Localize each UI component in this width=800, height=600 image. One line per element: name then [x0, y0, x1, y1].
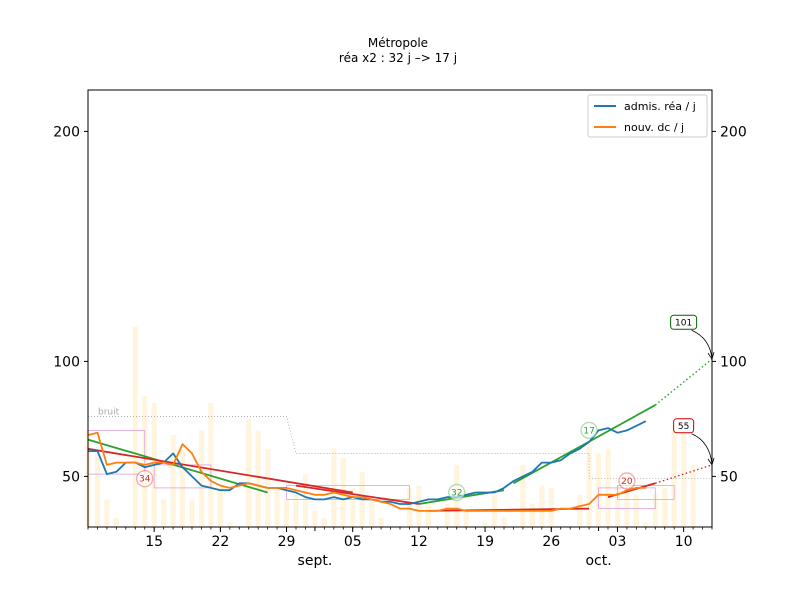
daily-bar	[227, 522, 233, 527]
daily-bar	[586, 444, 592, 527]
month-label: oct.	[585, 553, 611, 569]
annotation-label: 20	[621, 477, 633, 487]
annotation-label: 55	[678, 422, 689, 432]
daily-bar	[132, 326, 138, 527]
daily-bar	[217, 487, 223, 527]
legend-label: nouv. dc / j	[624, 121, 684, 134]
daily-bar	[652, 494, 658, 527]
x-tick-label: 15	[145, 534, 163, 550]
noise-threshold: bruit	[88, 408, 712, 480]
y-tick-label: 50	[62, 469, 80, 485]
x-tick-label: 10	[675, 534, 693, 550]
x-tick-label: 26	[542, 534, 560, 550]
daily-bar	[198, 430, 205, 527]
annotation-circle	[580, 421, 598, 440]
x-tick-label: 22	[211, 534, 229, 550]
daily-bar	[624, 476, 630, 527]
y-tick-label: 50	[720, 469, 738, 485]
daily-bar	[614, 487, 621, 527]
daily-bar	[501, 517, 507, 527]
chart-subtitle: réa x2 : 32 j –> 17 j	[339, 51, 457, 65]
daily-bar	[283, 499, 290, 527]
daily-bar	[406, 487, 413, 527]
x-tick-label: 03	[609, 534, 627, 550]
daily-bar	[633, 494, 639, 527]
daily-bar	[246, 418, 252, 527]
annotation-arrow	[691, 329, 713, 360]
daily-bar	[548, 487, 554, 527]
daily-bar	[312, 510, 318, 527]
y-tick-label: 200	[53, 124, 80, 140]
legend-label: admis. réa / j	[624, 100, 696, 113]
annotations: 34 32 17 20 101 55	[136, 314, 715, 502]
y-tick-label: 100	[53, 354, 80, 370]
annotation-box	[673, 418, 695, 434]
daily-bar	[113, 517, 119, 527]
x-axis: 15 22 29 05 12 19 26 03 10 sept. oct.	[87, 527, 713, 569]
daily-bar	[321, 517, 327, 527]
daily-bar	[425, 504, 431, 527]
daily-bar	[482, 522, 488, 527]
daily-bar	[520, 464, 526, 527]
annotation-arrow	[691, 433, 713, 465]
chart-title: Métropole	[368, 36, 428, 50]
y-tick-label: 100	[720, 354, 747, 370]
daily-bar	[350, 487, 356, 527]
annotation-label: 32	[451, 489, 462, 499]
projection-line	[654, 358, 713, 406]
daily-bar	[662, 487, 668, 527]
y-axis-left: 50 100 200	[53, 124, 88, 485]
annotation-label: 34	[139, 475, 151, 485]
trend-line	[513, 404, 656, 485]
daily-bar	[189, 499, 195, 527]
noise-line	[88, 416, 712, 480]
daily-bar	[643, 522, 649, 527]
legend-box	[587, 94, 708, 138]
annotation-label: 17	[583, 426, 594, 436]
month-label: sept.	[298, 553, 333, 569]
daily-bar	[681, 430, 687, 527]
data-series	[87, 420, 647, 512]
daily-bar	[671, 425, 677, 527]
daily-bar	[539, 485, 545, 527]
daily-bar	[331, 448, 337, 527]
daily-bar	[369, 499, 375, 527]
daily-bar	[94, 453, 101, 527]
annotation-label: 101	[675, 318, 692, 328]
daily-bar	[577, 494, 583, 527]
daily-bar	[444, 504, 450, 527]
daily-bar	[463, 510, 469, 527]
annotation-box	[670, 314, 698, 330]
daily-bar	[302, 474, 309, 527]
rolling-box	[286, 485, 410, 500]
annotation-circle	[136, 470, 154, 488]
x-tick-label: 05	[344, 534, 362, 550]
noise-label: bruit	[98, 408, 120, 418]
series-line	[88, 420, 647, 505]
daily-bar	[170, 435, 176, 527]
daily-bar	[274, 487, 280, 527]
daily-bar	[416, 485, 422, 527]
daily-bar	[378, 517, 384, 527]
y-axis-right: 50 100 200	[712, 124, 747, 485]
trend-line	[295, 484, 420, 505]
y-tick-label: 200	[720, 124, 747, 140]
series-line	[87, 431, 646, 512]
daily-bar	[161, 499, 167, 527]
legend: admis. réa / j nouv. dc / j	[587, 94, 708, 138]
annotation-circle	[618, 472, 636, 490]
x-tick-label: 19	[476, 534, 494, 550]
daily-bar	[255, 430, 261, 527]
daily-bar	[104, 499, 110, 527]
daily-bar	[690, 464, 696, 527]
annotation-circle	[448, 483, 466, 502]
x-tick-label: 29	[278, 534, 296, 550]
trend-line	[87, 447, 353, 494]
x-tick-label: 12	[410, 534, 428, 550]
daily-bar	[529, 504, 535, 527]
daily-bars	[85, 326, 696, 527]
daily-bar	[293, 494, 299, 527]
